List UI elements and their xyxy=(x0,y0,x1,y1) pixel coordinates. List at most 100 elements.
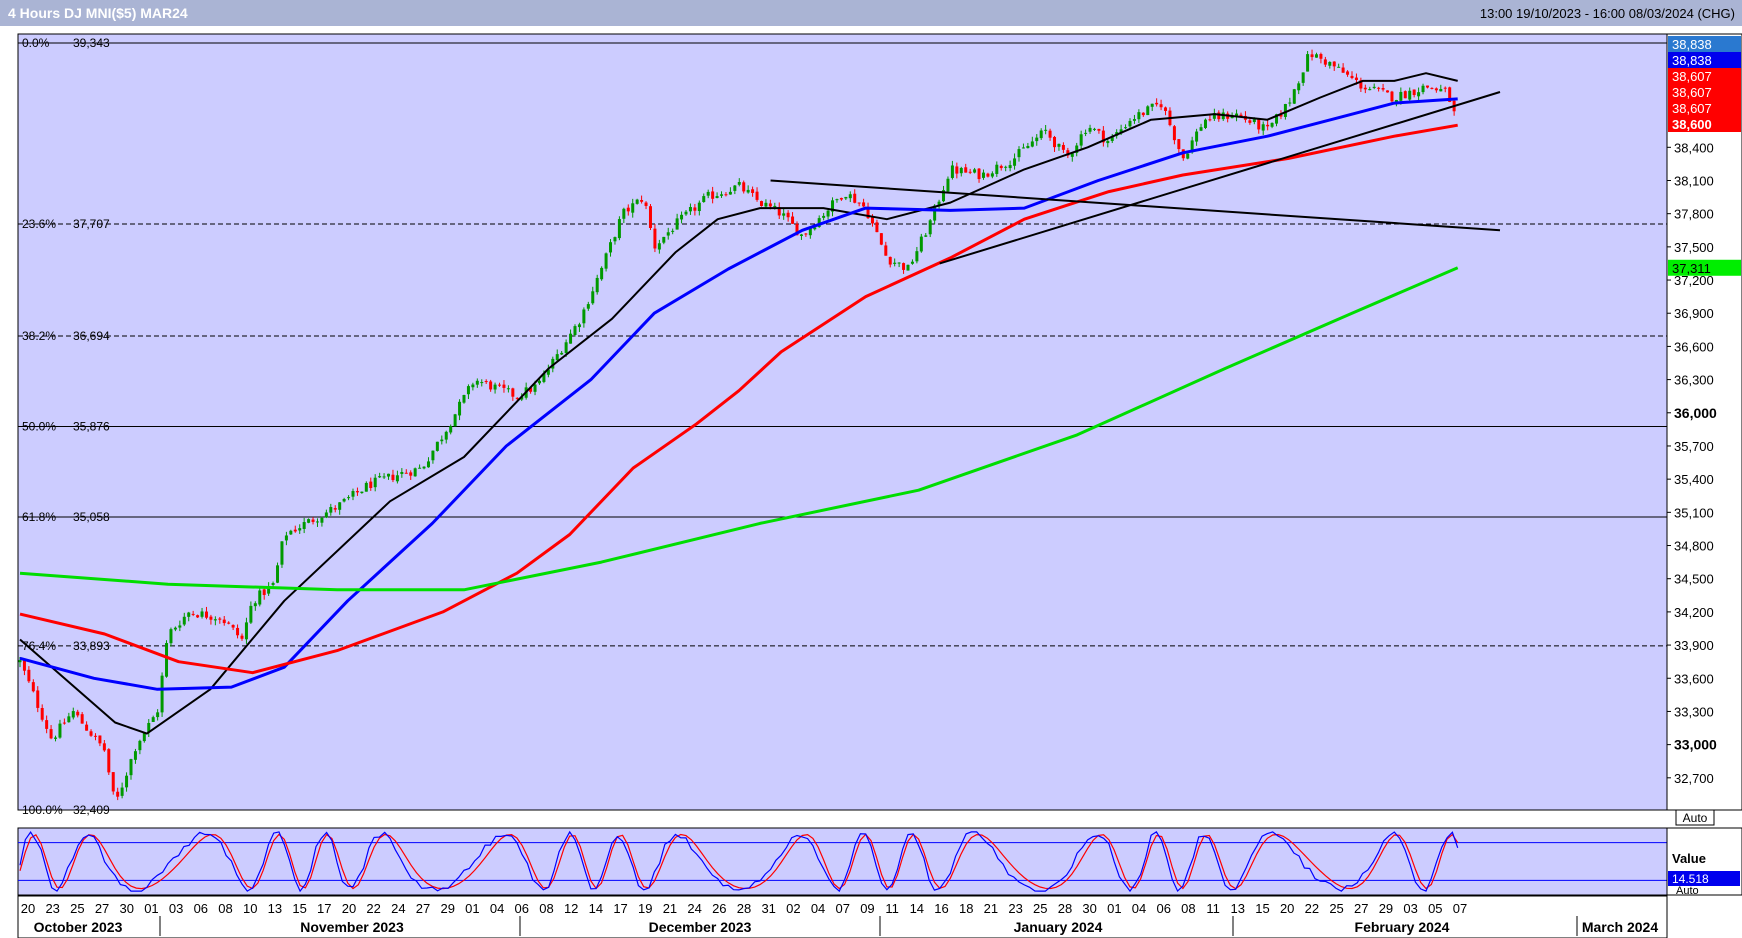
candle-body-76 xyxy=(355,491,359,493)
date-day-label-50: 15 xyxy=(1255,901,1269,916)
candle-body-257 xyxy=(1159,104,1163,108)
candle-body-66 xyxy=(311,519,315,522)
date-day-label-31: 02 xyxy=(786,901,800,916)
candle-body-161 xyxy=(733,185,737,191)
date-day-label-52: 22 xyxy=(1305,901,1319,916)
price-plot-area[interactable] xyxy=(17,33,1668,811)
candle-body-4 xyxy=(36,690,40,708)
price-tick-label-6: 36,600 xyxy=(1674,339,1714,354)
candle-body-167 xyxy=(759,201,763,206)
fib-value-3: 35,876 xyxy=(73,420,110,434)
candle-body-188 xyxy=(853,193,857,203)
candle-body-125 xyxy=(573,326,577,336)
candle-body-118 xyxy=(542,373,546,382)
trendline-1 xyxy=(939,91,1501,265)
candle-body-182 xyxy=(826,210,830,217)
candle-body-233 xyxy=(1053,136,1057,148)
candle-body-39 xyxy=(191,613,195,615)
candle-body-84 xyxy=(391,474,395,481)
candle-body-285 xyxy=(1283,104,1287,117)
candle-body-168 xyxy=(764,202,768,207)
candle-body-31 xyxy=(156,712,160,718)
fib-value-4: 35,058 xyxy=(73,510,110,524)
candle-body-7 xyxy=(49,729,53,739)
candle-body-90 xyxy=(418,467,422,469)
date-day-label-4: 30 xyxy=(120,901,134,916)
candle-body-318 xyxy=(1430,87,1434,89)
candle-body-91 xyxy=(422,466,426,469)
candle-body-315 xyxy=(1417,92,1421,97)
price-tag-bg-4 xyxy=(1668,100,1741,116)
date-day-label-49: 13 xyxy=(1231,901,1245,916)
price-tick-label-13: 34,500 xyxy=(1674,572,1714,587)
candle-body-234 xyxy=(1057,143,1061,147)
candle-body-265 xyxy=(1195,131,1199,142)
price-axis[interactable] xyxy=(1666,33,1742,811)
candle-body-166 xyxy=(755,191,759,200)
candle-body-190 xyxy=(862,202,866,207)
candle-body-300 xyxy=(1350,75,1354,79)
date-day-label-0: 20 xyxy=(21,901,35,916)
candle-body-30 xyxy=(151,717,155,722)
candle-body-16 xyxy=(89,731,93,736)
date-month-label-0: October 2023 xyxy=(34,919,123,935)
fib-pct-6: 100.0% xyxy=(22,803,63,817)
candle-body-24 xyxy=(125,775,129,788)
candle-body-8 xyxy=(54,737,58,739)
price-tick-label-15: 33,900 xyxy=(1674,638,1714,653)
candle-body-37 xyxy=(182,616,186,625)
candle-body-34 xyxy=(169,629,173,644)
candle-body-282 xyxy=(1270,122,1274,127)
candle-body-133 xyxy=(609,242,613,253)
candle-body-36 xyxy=(178,625,182,628)
oscillator-auto-label[interactable]: Auto xyxy=(1676,885,1699,897)
date-day-label-58: 07 xyxy=(1453,901,1467,916)
candle-body-241 xyxy=(1088,127,1092,132)
candle-body-231 xyxy=(1044,129,1048,131)
candle-body-261 xyxy=(1177,139,1181,150)
candle-body-270 xyxy=(1217,112,1221,120)
date-axis[interactable] xyxy=(17,895,1668,938)
date-day-label-7: 06 xyxy=(194,901,208,916)
candle-body-77 xyxy=(360,491,364,494)
date-day-label-10: 13 xyxy=(268,901,282,916)
stoch-d-line xyxy=(19,833,1459,890)
candle-body-303 xyxy=(1363,87,1367,90)
candle-body-38 xyxy=(187,612,191,617)
candle-body-78 xyxy=(364,482,368,492)
candle-body-156 xyxy=(711,191,715,199)
candle-body-17 xyxy=(93,735,97,737)
candle-body-92 xyxy=(426,461,430,468)
candle-body-302 xyxy=(1359,80,1363,89)
candle-body-260 xyxy=(1172,126,1176,141)
candle-body-101 xyxy=(466,386,470,395)
candle-body-162 xyxy=(737,182,741,185)
candle-body-29 xyxy=(147,722,151,733)
candle-body-316 xyxy=(1421,85,1425,93)
candle-body-275 xyxy=(1239,114,1243,117)
candle-body-105 xyxy=(484,381,488,383)
candle-body-137 xyxy=(626,207,630,212)
candle-body-299 xyxy=(1346,71,1350,75)
candle-body-194 xyxy=(879,233,883,245)
price-auto-button[interactable] xyxy=(1675,809,1715,826)
candle-body-159 xyxy=(724,194,728,196)
price-tick-label-16: 33,600 xyxy=(1674,671,1714,686)
candle-body-129 xyxy=(591,291,595,304)
date-day-label-1: 23 xyxy=(45,901,59,916)
candle-body-279 xyxy=(1257,119,1261,130)
candle-body-250 xyxy=(1128,120,1132,127)
price-tag-bg-2 xyxy=(1668,68,1741,84)
candle-body-85 xyxy=(395,475,399,482)
candle-body-198 xyxy=(897,262,901,264)
candle-body-297 xyxy=(1337,66,1341,68)
candle-body-33 xyxy=(165,643,169,677)
price-tag-bg-5 xyxy=(1668,116,1741,132)
fib-pct-0: 0.0% xyxy=(22,36,50,50)
candle-body-267 xyxy=(1203,119,1207,128)
candle-body-214 xyxy=(968,171,972,173)
candle-body-309 xyxy=(1390,91,1394,102)
candle-body-108 xyxy=(498,384,502,386)
price-tick-label-19: 32,700 xyxy=(1674,771,1714,786)
